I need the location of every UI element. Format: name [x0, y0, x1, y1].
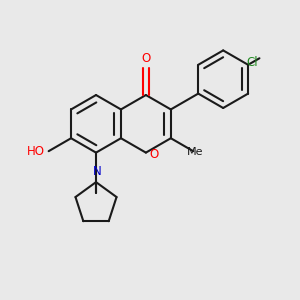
Text: N: N — [93, 165, 102, 178]
Text: Me: Me — [187, 148, 204, 158]
Text: Cl: Cl — [247, 56, 258, 69]
Text: O: O — [141, 52, 151, 65]
Text: O: O — [150, 148, 159, 161]
Text: HO: HO — [27, 145, 45, 158]
